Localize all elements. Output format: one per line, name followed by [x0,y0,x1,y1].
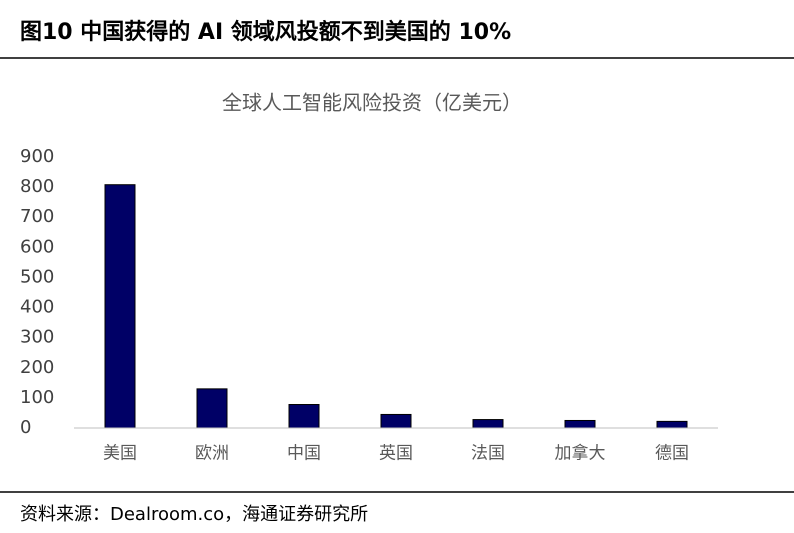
x-tick-label: 中国 [287,444,321,464]
y-tick-label: 800 [20,176,54,197]
bar [380,413,412,429]
x-tick-label: 美国 [103,444,137,464]
x-tick-label: 英国 [379,444,413,464]
y-tick-label: 400 [20,297,54,318]
x-tick-label: 加拿大 [555,443,606,464]
y-tick-label: 0 [20,417,31,438]
bar [288,404,320,429]
bar [104,184,136,429]
bar [472,419,504,429]
y-tick-label: 700 [20,206,54,227]
y-tick-label: 300 [20,327,54,348]
bar [564,419,596,429]
source-note: 资料来源：Dealroom.co，海通证券研究所 [20,504,368,525]
x-tick-label: 法国 [471,444,505,464]
y-tick-label: 500 [20,266,54,287]
x-tick-label: 德国 [655,444,689,464]
chart-title: 全球人工智能风险投资（亿美元） [222,91,522,115]
x-tick-label: 欧洲 [195,444,229,464]
y-tick-label: 200 [20,357,54,378]
y-tick-label: 100 [20,387,54,408]
bar [196,388,228,429]
y-tick-label: 900 [20,146,54,167]
y-tick-label: 600 [20,236,54,257]
figure-title: 图10 中国获得的 AI 领域风投额不到美国的 10% [20,19,511,45]
bar [656,420,688,429]
